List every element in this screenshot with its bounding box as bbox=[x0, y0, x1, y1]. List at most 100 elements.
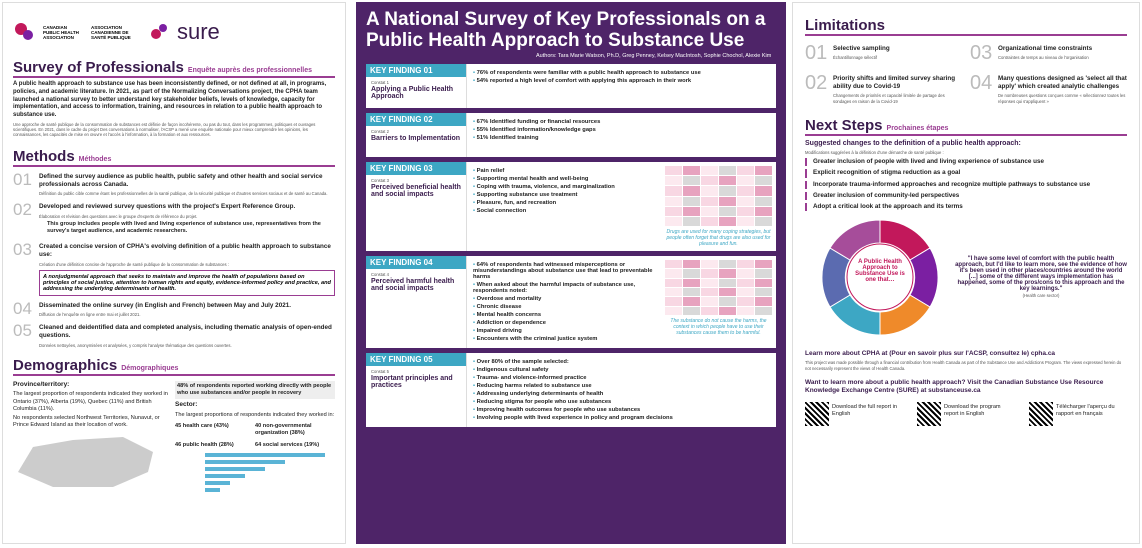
heat-cell bbox=[665, 186, 682, 196]
finding-fr: Constat 2 bbox=[371, 129, 389, 135]
heat-cell bbox=[665, 196, 682, 206]
finding-item: Trauma- and violence-informed practice bbox=[473, 375, 770, 381]
heat-cell bbox=[755, 288, 772, 297]
limit-fr: De nombreuses questions conçues comme « … bbox=[998, 93, 1126, 104]
method-fr: Définition du public cible comme étant l… bbox=[39, 191, 328, 197]
next-item: Greater inclusion of people with lived a… bbox=[805, 158, 1127, 167]
finding-item: 51% Identified training bbox=[473, 135, 770, 141]
key-finding: KEY FINDING 03 Constat 3 Perceived benefic… bbox=[366, 162, 776, 252]
finding-item: Impaired driving bbox=[473, 328, 655, 334]
finding-fr: Constat 1 bbox=[371, 80, 389, 86]
limit-text: Selective sampling bbox=[833, 45, 890, 52]
method-body: Developed and reviewed survey questions … bbox=[39, 203, 335, 235]
sector-col: 48% of respondents reported working dire… bbox=[175, 379, 335, 506]
heat-cell bbox=[737, 297, 754, 306]
method: 02 Developed and reviewed survey question… bbox=[13, 201, 335, 237]
heat-cell bbox=[755, 260, 772, 269]
intro: A public health approach to substance us… bbox=[13, 81, 327, 119]
methods-fr: Méthodes bbox=[78, 155, 112, 163]
finding-item: Social connection bbox=[473, 208, 655, 214]
next-list: Greater inclusion of people with lived a… bbox=[805, 158, 1127, 212]
limit: 04 Many questions designed as 'select all… bbox=[970, 73, 1127, 105]
next-item: Adopt a critical look at the approach an… bbox=[805, 202, 1127, 212]
finding-item: Reducing harms related to substance use bbox=[473, 383, 770, 389]
finding-table: The substance do not cause the harms, th… bbox=[661, 256, 776, 348]
finding-items: 64% of respondents had witnessed misperc… bbox=[466, 256, 661, 349]
heat-cell bbox=[719, 269, 736, 278]
province-line: No respondents selected Northwest Territ… bbox=[13, 415, 160, 429]
heat-cell bbox=[755, 297, 772, 306]
limit-num: 03 bbox=[970, 43, 993, 63]
qr-code bbox=[805, 401, 829, 426]
qr-label: Download the program report in English bbox=[944, 403, 1001, 418]
heat-cell bbox=[737, 166, 754, 176]
sector: 46 public health (28%) bbox=[175, 441, 234, 448]
method: 01 Defined the survey audience as public … bbox=[13, 171, 335, 198]
limit-text: Many questions designed as 'select all t… bbox=[998, 75, 1127, 91]
quote: "I have some level of comfort with the p… bbox=[955, 255, 1127, 292]
qr-label: Download the full report in English bbox=[832, 403, 897, 418]
heat-cell bbox=[719, 206, 736, 216]
limit-num: 02 bbox=[805, 73, 828, 94]
donut-center: A Public Health Approach to Substance Us… bbox=[855, 259, 905, 284]
finding-item: Chronic disease bbox=[473, 304, 655, 310]
heat-cell bbox=[719, 297, 736, 306]
key-finding: KEY FINDING 02 Constat 2 Barriers to Imple… bbox=[366, 113, 776, 158]
heat-cell bbox=[683, 186, 700, 196]
heat-cell bbox=[719, 278, 736, 288]
finding-label: KEY FINDING 01 bbox=[366, 64, 466, 78]
heat-cell bbox=[755, 196, 772, 206]
demo-note: 48% of respondents reported working dire… bbox=[175, 380, 335, 400]
heat-cell bbox=[683, 166, 700, 176]
main-title: A National Survey of Key Professionals o… bbox=[366, 9, 766, 51]
qr-label: Télécharger l'aperçu du rapport en franç… bbox=[1056, 403, 1115, 418]
learn: Learn more about CPHA at (Pour en savoir… bbox=[805, 350, 1056, 358]
limit-num: 01 bbox=[805, 43, 828, 63]
finding-item: 64% of respondents had witnessed misperc… bbox=[473, 262, 655, 280]
limit-body: Selective sampling Échantillonnage sélect… bbox=[833, 45, 962, 60]
heat-cell bbox=[665, 297, 682, 306]
finding-item: 67% Identified funding or financial reso… bbox=[473, 119, 770, 125]
heat-cell bbox=[737, 269, 754, 278]
heat-cell bbox=[719, 196, 736, 206]
heat-cell bbox=[665, 176, 682, 186]
logo-en: CANADIAN PUBLIC HEALTH ASSOCIATION bbox=[43, 24, 79, 40]
heat-cell bbox=[683, 196, 700, 206]
heat-cell bbox=[719, 176, 736, 186]
cpha-logo bbox=[15, 23, 33, 40]
finding-fr: Constat 4 bbox=[371, 272, 389, 278]
heat-cell bbox=[737, 216, 754, 227]
province-line: The largest proportion of respondents in… bbox=[13, 391, 168, 412]
heat-cell bbox=[701, 297, 718, 306]
heat-cell bbox=[683, 288, 700, 297]
qr-row: Download the full report in English Downl… bbox=[805, 401, 1127, 426]
sector-line: The largest proportions of respondents i… bbox=[175, 411, 335, 418]
survey-heading: Survey of Professionals Enquête auprès de… bbox=[13, 59, 335, 78]
next-fr: Prochaines étapes bbox=[886, 124, 949, 132]
limit: 02 Priority shifts and limited survey sha… bbox=[805, 73, 962, 105]
method-sub: This group includes people with lived an… bbox=[47, 220, 321, 235]
finding-item: Indigenous cultural safety bbox=[473, 367, 770, 373]
method-fr: Création d'une définition concise de l'a… bbox=[39, 261, 229, 267]
limit-text: Organizational time constraints bbox=[998, 45, 1093, 52]
method-fr: Données nettoyées, anonymisées et analys… bbox=[39, 342, 232, 348]
logo-row: CANADIAN PUBLIC HEALTH ASSOCIATION ASSOC… bbox=[13, 11, 335, 53]
sure-logo bbox=[151, 24, 167, 39]
method-body: Created a concise version of CPHA's evol… bbox=[39, 243, 335, 267]
brand: sure bbox=[177, 19, 220, 44]
heat-cell bbox=[683, 306, 700, 316]
demographics: Province/territory: The largest proporti… bbox=[13, 379, 335, 506]
finding-heading: Perceived beneficial health and social i… bbox=[371, 184, 461, 199]
heat-cell bbox=[737, 288, 754, 297]
finding-item: Over 80% of the sample selected: bbox=[473, 359, 770, 365]
heat-cell bbox=[683, 260, 700, 269]
finding-item: Supporting mental health and well-being bbox=[473, 176, 655, 182]
method-num: 03 bbox=[13, 241, 32, 260]
methods-title: Methods bbox=[13, 147, 75, 165]
finding-quote: The substance do not cause the harms, th… bbox=[670, 318, 767, 337]
method-text: Cleaned and deidentified data and comple… bbox=[39, 324, 332, 340]
heat-cell bbox=[719, 288, 736, 297]
heat-cell bbox=[701, 278, 718, 288]
intro-fr: Une approche de santé publique de la con… bbox=[13, 121, 316, 138]
finding-item: Coping with trauma, violence, and margin… bbox=[473, 184, 655, 190]
